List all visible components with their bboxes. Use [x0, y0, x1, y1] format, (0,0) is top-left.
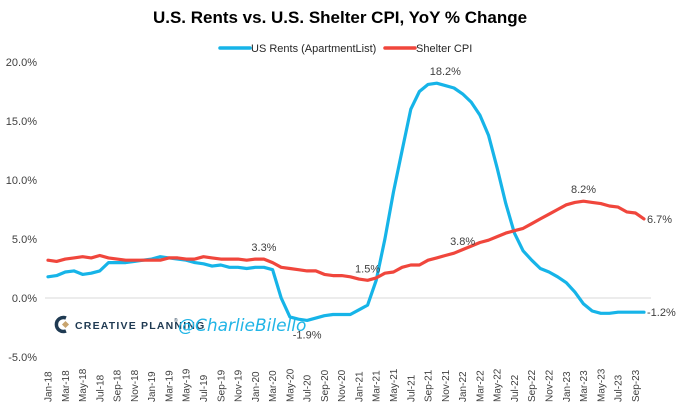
- x-tick-label: Jul-23: [614, 374, 625, 402]
- x-tick-label: May-18: [78, 368, 89, 402]
- x-tick-label: Jan-23: [562, 371, 573, 402]
- watermark-logo-text: CREATIVE PLANNING: [75, 320, 205, 332]
- x-tick-label: Mar-21: [372, 370, 383, 402]
- x-tick-label: May-23: [596, 368, 607, 402]
- x-tick-label: Nov-19: [234, 369, 245, 402]
- x-tick-label: Sep-21: [424, 369, 435, 402]
- y-tick-label: 10.0%: [6, 175, 37, 187]
- data-label-us-rents-apartmentlist: 18.2%: [430, 66, 461, 78]
- data-label-shelter-cpi: 1.5%: [355, 263, 380, 275]
- legend: US Rents (ApartmentList) Shelter CPI: [218, 43, 472, 55]
- x-tick-label: Nov-20: [337, 369, 348, 402]
- data-label-shelter-cpi: 3.3%: [251, 242, 276, 254]
- watermark-registered-mark: ®: [174, 317, 178, 324]
- x-tick-label: Mar-18: [61, 370, 72, 402]
- x-tick-label: Nov-18: [130, 369, 141, 402]
- data-label-shelter-cpi: 8.2%: [571, 184, 596, 196]
- data-label-us-rents-apartmentlist: -1.2%: [647, 307, 676, 319]
- series-line-shelter-cpi: [46, 199, 646, 282]
- chart-title: U.S. Rents vs. U.S. Shelter CPI, YoY % C…: [153, 8, 527, 27]
- x-tick-label: Jul-22: [510, 374, 521, 402]
- data-label-us-rents-apartmentlist: -1.9%: [293, 329, 322, 341]
- x-tick-label: Jan-19: [147, 371, 158, 402]
- x-tick-label: Mar-20: [268, 370, 279, 402]
- x-tick-label: Nov-22: [544, 369, 555, 402]
- y-tick-label: -5.0%: [8, 352, 37, 364]
- legend-item-shelter-cpi: Shelter CPI: [383, 43, 472, 55]
- series-line-us-rents-apartmentlist: [46, 81, 646, 322]
- x-tick-label: Jul-20: [303, 374, 314, 402]
- x-tick-label: Mar-23: [579, 370, 590, 402]
- x-tick-label: Jan-20: [251, 371, 262, 402]
- x-tick-label: Jul-18: [95, 374, 106, 402]
- x-tick-label: Sep-20: [320, 369, 331, 402]
- x-tick-label: May-22: [493, 368, 504, 402]
- data-label-shelter-cpi: 6.7%: [647, 214, 672, 226]
- data-label-shelter-cpi: 3.8%: [450, 236, 475, 248]
- x-tick-label: Jan-18: [44, 371, 55, 402]
- x-tick-label: Mar-22: [475, 370, 486, 402]
- x-tick-label: May-19: [182, 368, 193, 402]
- x-tick-label: Jul-19: [199, 374, 210, 402]
- y-axis: 20.0% 15.0% 10.0% 5.0% 0.0% -5.0%: [6, 57, 37, 364]
- watermark-handle: @CharlieBilello: [178, 316, 306, 336]
- x-tick-label: Jan-22: [458, 371, 469, 402]
- x-tick-label: Jan-21: [354, 371, 365, 402]
- y-tick-label: 5.0%: [12, 234, 37, 246]
- x-tick-label: Nov-21: [441, 369, 452, 402]
- y-tick-label: 15.0%: [6, 116, 37, 128]
- series-layer: [46, 81, 646, 322]
- legend-item-us-rents: US Rents (ApartmentList): [218, 43, 376, 55]
- x-tick-label: Sep-22: [527, 369, 538, 402]
- x-axis: Jan-18 Mar-18 May-18 Jul-18 Sep-18 Nov-18 Jan-…: [44, 368, 642, 402]
- x-tick-label: Mar-19: [164, 370, 175, 402]
- x-tick-label: May-20: [285, 368, 296, 402]
- x-tick-label: Sep-18: [113, 369, 124, 402]
- watermark: CREATIVE PLANNING ® @CharlieBilello: [52, 308, 316, 340]
- data-labels: -1.9% 18.2% -1.2% 3.3% 1.5% 3.8% 8.2% 6.7%: [251, 66, 676, 341]
- y-tick-label: 0.0%: [12, 293, 37, 305]
- creative-planning-logo-icon: [54, 315, 70, 334]
- x-tick-label: Sep-19: [216, 369, 227, 402]
- y-tick-label: 20.0%: [6, 57, 37, 69]
- x-tick-label: May-21: [389, 368, 400, 402]
- legend-label-us-rents: US Rents (ApartmentList): [251, 43, 376, 55]
- watermark-background: [52, 308, 316, 340]
- x-tick-label: Jul-21: [406, 374, 417, 402]
- x-tick-label: Sep-23: [631, 369, 642, 402]
- legend-label-shelter-cpi: Shelter CPI: [416, 43, 472, 55]
